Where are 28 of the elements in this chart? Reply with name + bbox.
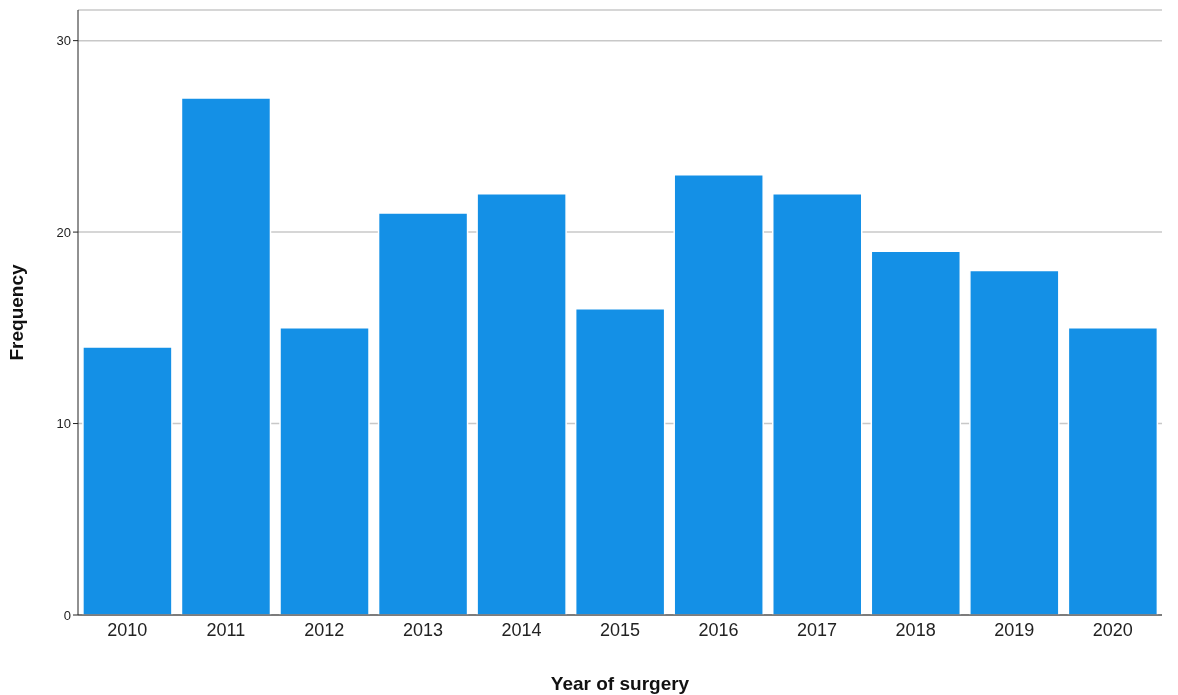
y-axis-title: Frequency [5, 264, 27, 361]
x-tick-label: 2017 [797, 619, 838, 640]
bar [476, 193, 567, 615]
y-tick-label: 0 [63, 607, 71, 623]
x-tick-label: 2020 [1092, 619, 1133, 640]
y-tick-label: 10 [56, 416, 71, 432]
bar [969, 269, 1060, 615]
x-axis-title: Year of surgery [550, 673, 690, 694]
x-tick-label: 2015 [599, 619, 641, 640]
x-tick-label: 2019 [994, 619, 1035, 640]
bar [180, 97, 272, 615]
bar [377, 212, 469, 615]
x-tick-label: 2014 [501, 619, 542, 640]
x-tick-label: 2013 [402, 619, 443, 640]
x-tick-label: 2016 [698, 619, 739, 640]
x-tick-label: 2011 [206, 619, 246, 640]
bar [574, 307, 666, 615]
x-tick-label: 2018 [895, 619, 936, 640]
bar [673, 173, 764, 615]
bar [279, 327, 370, 615]
x-tick-label: 2010 [107, 619, 148, 640]
bar [1067, 327, 1159, 615]
bar [82, 346, 173, 615]
x-tick-label: 2012 [304, 619, 345, 640]
y-tick-label: 20 [56, 224, 71, 240]
y-tick-label: 30 [56, 33, 71, 49]
bar [772, 193, 863, 615]
bar [870, 250, 962, 615]
